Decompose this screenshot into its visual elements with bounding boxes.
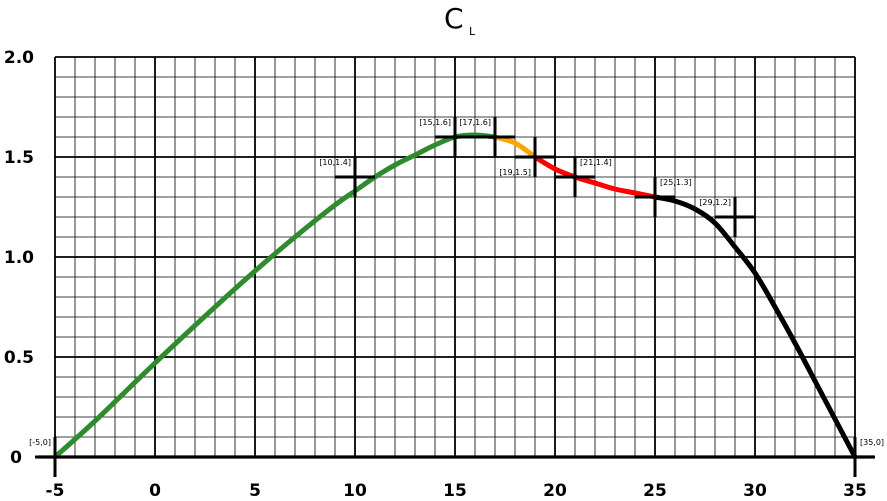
data-marker: [19,1.5] xyxy=(499,137,555,177)
data-marker: [35,0] xyxy=(835,437,884,477)
data-marker: [-5,0] xyxy=(29,437,75,477)
x-tick-label: 5 xyxy=(249,481,261,501)
y-tick-label: 0 xyxy=(10,448,22,468)
data-marker: [15,1.6] xyxy=(419,117,475,157)
series-line-2 xyxy=(532,154,658,200)
data-marker: [21,1.4] xyxy=(555,157,612,197)
marker-label: [-5,0] xyxy=(29,438,51,447)
marker-label: [17,1.6] xyxy=(459,118,491,127)
data-marker: [25,1.3] xyxy=(635,177,692,217)
y-tick-label: 1.0 xyxy=(4,248,34,268)
x-tick-label: -5 xyxy=(46,481,65,501)
x-tick-label: 0 xyxy=(149,481,161,501)
marker-label: [35,0] xyxy=(860,438,884,447)
x-tick-label: 35 xyxy=(843,481,867,501)
marker-label: [25,1.3] xyxy=(660,178,692,187)
y-tick-label: 2.0 xyxy=(4,48,34,68)
marker-label: [10,1.4] xyxy=(319,158,351,167)
x-tick-label: 30 xyxy=(743,481,767,501)
marker-label: [15,1.6] xyxy=(419,118,451,127)
y-tick-label: 1.5 xyxy=(4,148,34,168)
x-tick-label: 15 xyxy=(443,481,467,501)
series-line-0 xyxy=(52,132,498,460)
tick-labels: -5 0 5 10 15 20 25 30 35 0 0.5 1.0 1.5 2.0 xyxy=(4,48,867,501)
marker-label: [21,1.4] xyxy=(580,158,612,167)
marker-label: [19,1.5] xyxy=(499,168,531,177)
x-tick-label: 25 xyxy=(643,481,667,501)
y-tick-label: 0.5 xyxy=(4,348,34,368)
chart-title: C xyxy=(444,2,464,35)
chart-title-subscript: L xyxy=(469,25,476,38)
series-line-3 xyxy=(652,194,858,460)
markers: [-5,0] [10,1.4] [15,1.6] [17,1.6] [19,1.5] [2… xyxy=(29,117,884,477)
marker-label: [29,1.2] xyxy=(699,198,731,207)
data-marker: [10,1.4] xyxy=(319,157,375,197)
grid xyxy=(38,56,874,459)
data-marker: [17,1.6] xyxy=(459,117,515,157)
data-marker: [29,1.2] xyxy=(699,197,755,237)
x-tick-label: 10 xyxy=(343,481,367,501)
x-tick-label: 20 xyxy=(543,481,567,501)
